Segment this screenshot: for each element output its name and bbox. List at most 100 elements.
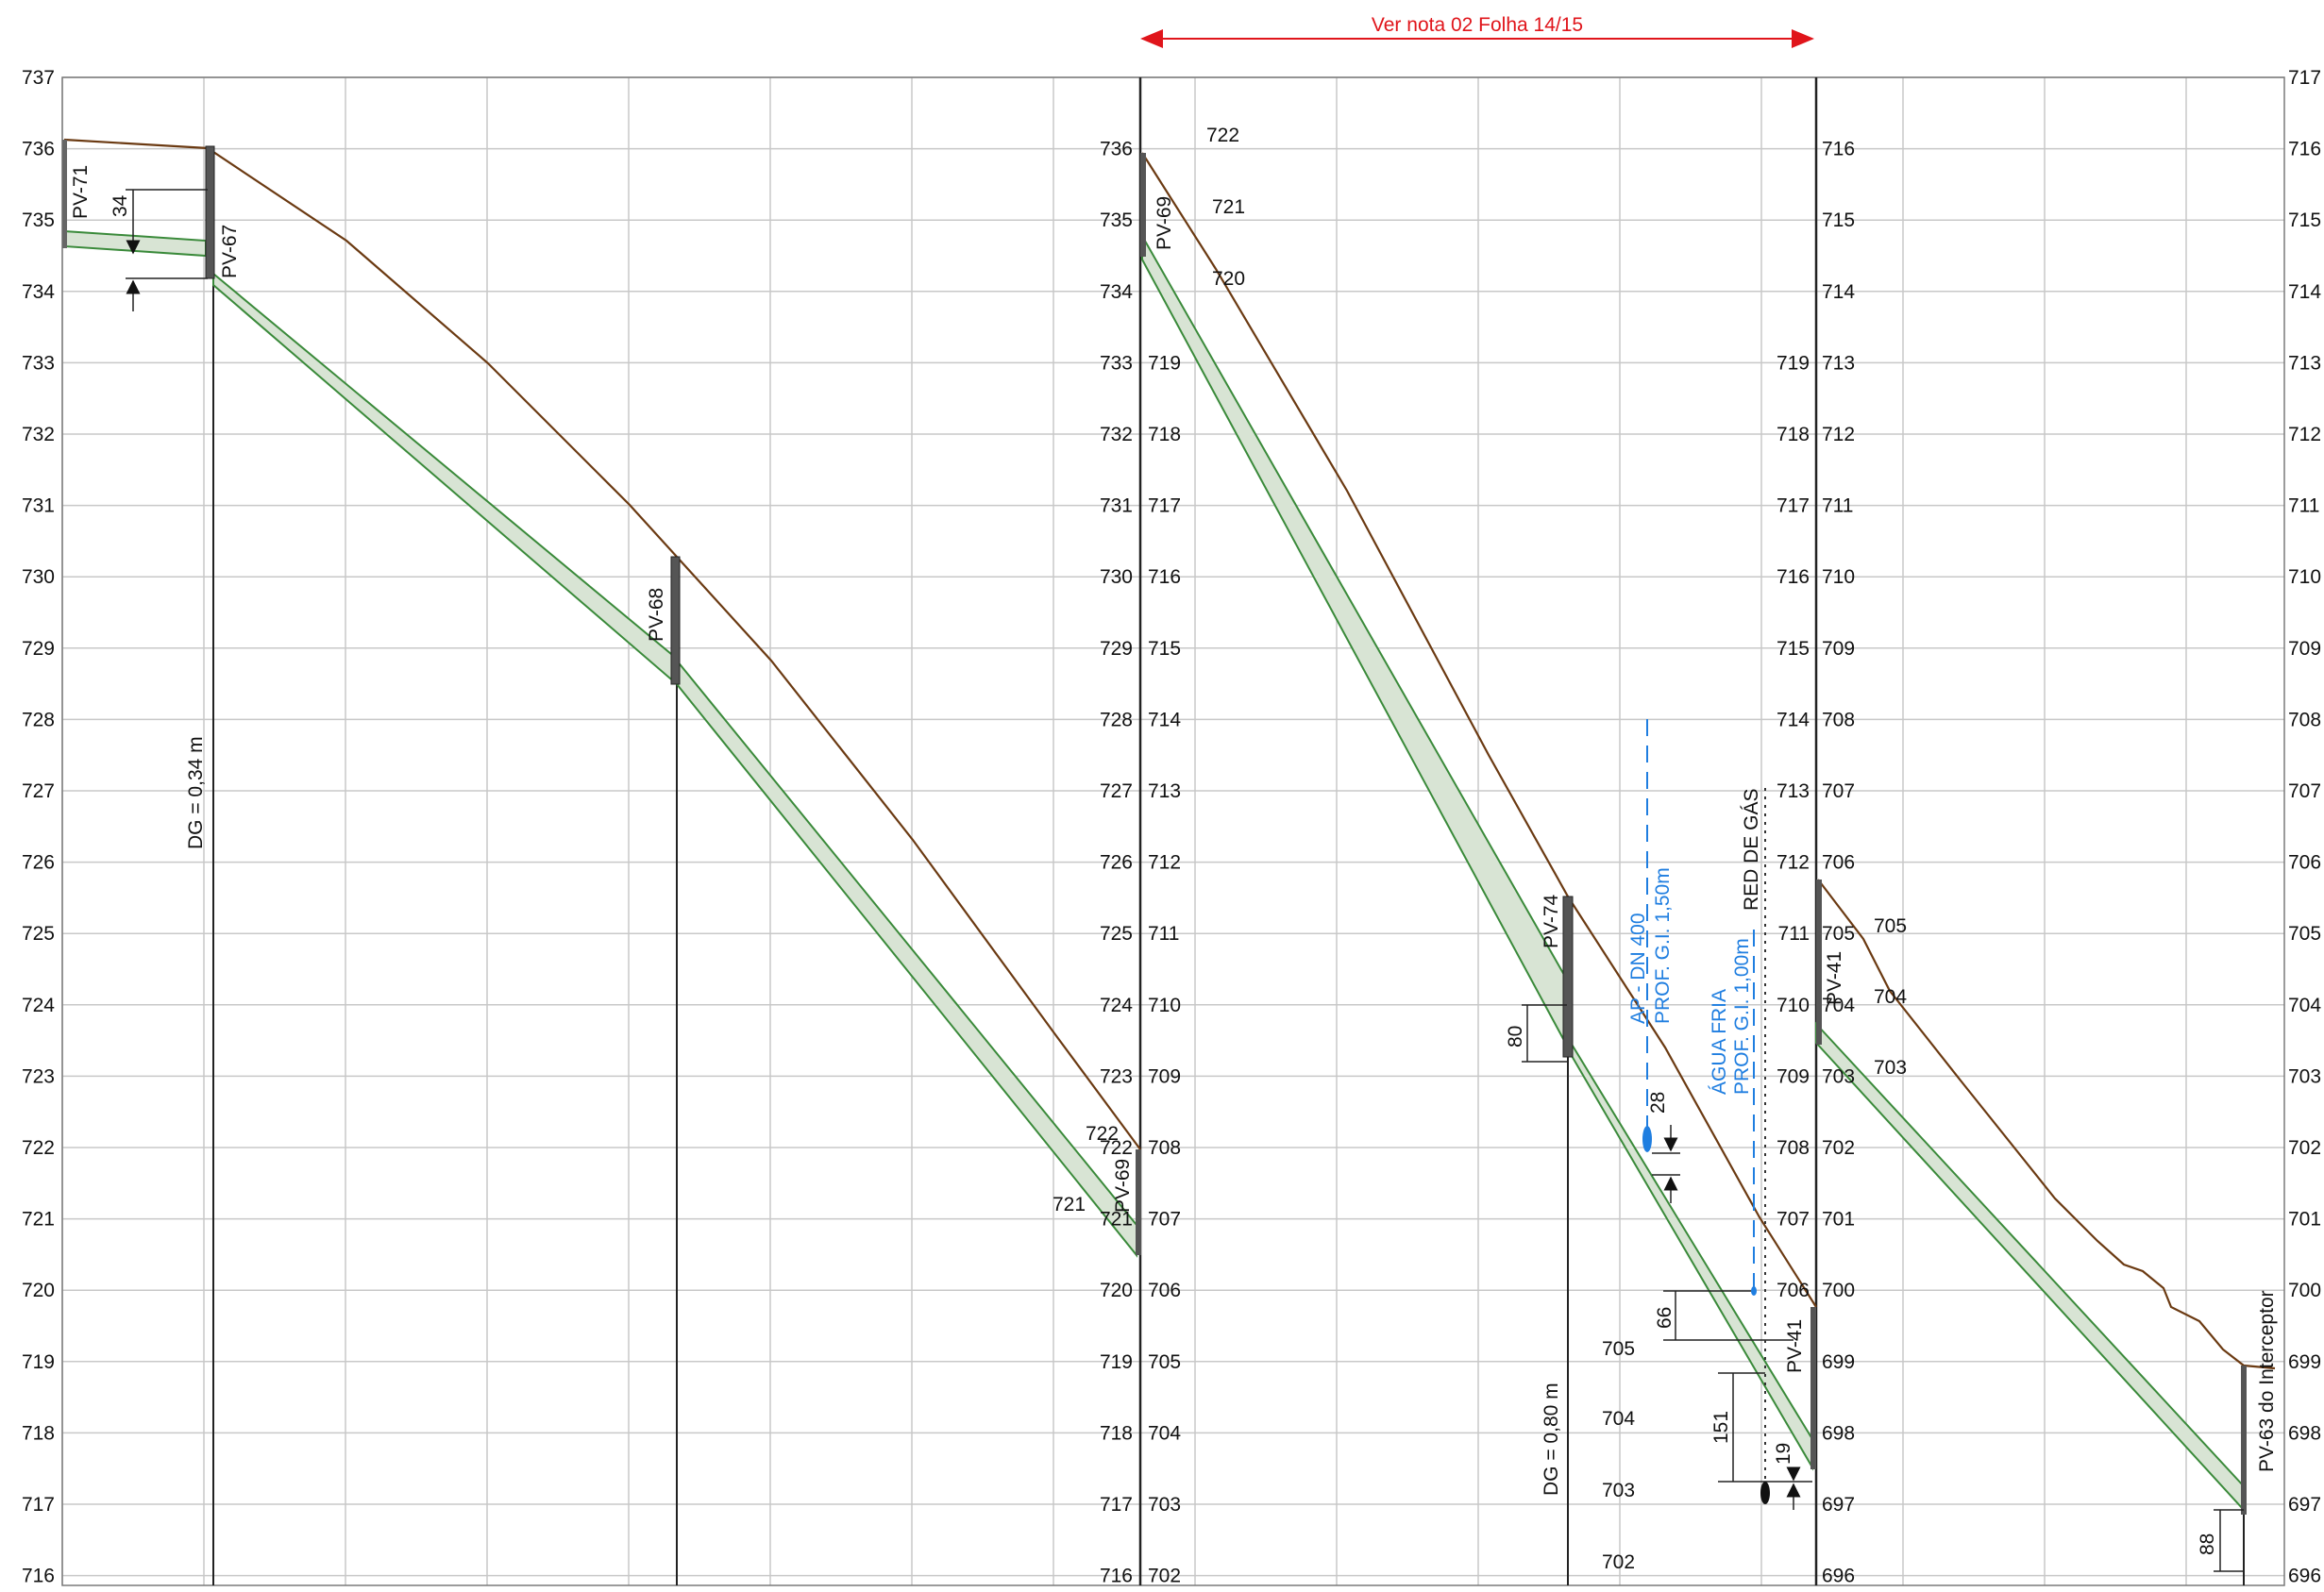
svg-text:151: 151 [1710, 1411, 1732, 1444]
elev-tick-label: 717 [22, 1494, 55, 1516]
elev-tick-label: 731 [1100, 495, 1133, 517]
manhole-label: PV-69 [1154, 196, 1175, 250]
elev-tick-label: 700 [1822, 1280, 1855, 1301]
elev-tick-label: 706 [2288, 852, 2321, 874]
elev-tick-label: 725 [1100, 923, 1133, 945]
elev-tick-label: 696 [2288, 1566, 2321, 1587]
elev-tick-label: 719 [1148, 352, 1181, 374]
elev-tick-label: 716 [1777, 566, 1810, 588]
elev-tick-label: 704 [1822, 995, 1855, 1016]
elev-tick-label: 734 [22, 281, 55, 303]
elev-tick-label: 717 [1100, 1494, 1133, 1516]
elev-tick-label: 718 [22, 1422, 55, 1444]
elev-label: 702 [1602, 1551, 1635, 1573]
elev-tick-label: 707 [1777, 1209, 1810, 1231]
note-text: Ver nota 02 Folha 14/15 [1372, 14, 1583, 36]
elev-tick-label: 705 [1148, 1351, 1181, 1373]
elev-tick-label: 726 [22, 852, 55, 874]
drop-label: DG = 0,80 m [1541, 1383, 1562, 1496]
elev-tick-label: 714 [1148, 709, 1181, 730]
elev-tick-label: 714 [1822, 281, 1855, 303]
elev-tick-label: 727 [1100, 780, 1133, 802]
drop-label: DG = 0,34 m [185, 736, 207, 849]
elev-tick-label: 703 [1148, 1494, 1181, 1516]
manhole-label: PV-71 [70, 165, 92, 219]
elev-tick-label: 726 [1100, 852, 1133, 874]
dimension-19: 19 [1765, 1443, 1812, 1510]
agua-label-2: PROF. G.I. 1,00m [1731, 938, 1753, 1095]
manhole-label: PV-68 [646, 588, 667, 642]
manhole-bar [2241, 1366, 2247, 1515]
elev-tick-label: 727 [22, 780, 55, 802]
elev-tick-label: 705 [1822, 923, 1855, 945]
elev-tick-label: 730 [22, 566, 55, 588]
elev-tick-label: 718 [1148, 424, 1181, 445]
elev-tick-label: 710 [1777, 995, 1810, 1016]
svg-text:19: 19 [1773, 1443, 1794, 1465]
elev-tick-label: 706 [1148, 1280, 1181, 1301]
manhole-label: PV-74 [1541, 894, 1562, 948]
elev-label: 720 [1212, 268, 1245, 290]
elev-label: 722 [1206, 125, 1239, 146]
elev-tick-label: 737 [22, 67, 55, 89]
elev-tick-label: 700 [2288, 1280, 2321, 1301]
elev-tick-label: 707 [1148, 1209, 1181, 1231]
elev-label: 722 [1086, 1123, 1119, 1145]
manhole-label: PV-41 [1784, 1319, 1806, 1373]
dimension-80: 80 [1505, 1004, 1567, 1063]
elev-tick-label: 717 [1777, 495, 1810, 517]
elev-tick-label: 712 [2288, 424, 2321, 445]
elev-tick-label: 711 [1822, 495, 1853, 517]
elev-tick-label: 721 [1100, 1209, 1133, 1231]
elev-tick-label: 713 [1822, 352, 1855, 374]
ap-label-1: AP - DN 400 [1627, 913, 1649, 1025]
elev-tick-label: 702 [1148, 1566, 1181, 1587]
elev-label: 704 [1602, 1408, 1635, 1430]
pipe-segment [212, 271, 678, 687]
elev-tick-label: 706 [1777, 1280, 1810, 1301]
elev-tick-label: 706 [1822, 852, 1855, 874]
ap-label-2: PROF. G.I. 1,50m [1652, 867, 1674, 1024]
manhole-label: PV-41 [1824, 951, 1845, 1005]
elev-tick-label: 731 [22, 495, 55, 517]
agua-label-1: ÁGUA FRIA [1709, 989, 1730, 1095]
elev-tick-label: 719 [1777, 352, 1810, 374]
terrain-profile [63, 138, 2276, 1370]
gas-pipe-section [1760, 1482, 1770, 1504]
elev-tick-label: 704 [1148, 1422, 1181, 1444]
elev-tick-label: 711 [2288, 495, 2319, 517]
manhole-label: PV-63 do Interceptor [2256, 1290, 2278, 1472]
elev-tick-label: 698 [2288, 1422, 2321, 1444]
elev-tick-label: 728 [1100, 709, 1133, 730]
elev-tick-label: 702 [1822, 1137, 1855, 1159]
elev-tick-label: 715 [1822, 209, 1855, 231]
elev-tick-label: 725 [22, 923, 55, 945]
manhole-bar [1136, 1149, 1141, 1255]
elev-tick-label: 709 [1822, 638, 1855, 660]
elev-tick-label: 716 [1100, 1566, 1133, 1587]
left-elevation-axis: 737 736 735 734 733 732 731 730 729 728 727 726 725 7… [22, 67, 55, 1587]
elev-tick-label: 716 [22, 1566, 55, 1587]
elev-label: 705 [1602, 1338, 1635, 1360]
elev-tick-label: 720 [1100, 1280, 1133, 1301]
manhole-label: PV-67 [219, 225, 241, 278]
elev-tick-label: 719 [1100, 1351, 1133, 1373]
elev-tick-label: 710 [1148, 995, 1181, 1016]
elev-tick-label: 714 [1777, 709, 1810, 730]
section2-right-axis: 719 718 717 716 715 714 713 712 711 710 709 708 707 7… [1148, 352, 1181, 1586]
elev-tick-label: 733 [22, 352, 55, 374]
elev-tick-label: 713 [2288, 352, 2321, 374]
svg-text:66: 66 [1654, 1307, 1676, 1329]
elev-tick-label: 735 [22, 209, 55, 231]
elev-tick-label: 724 [1100, 995, 1133, 1016]
elev-tick-label: 716 [2288, 139, 2321, 160]
svg-text:34: 34 [109, 194, 131, 217]
elev-label: 703 [1874, 1057, 1907, 1079]
elev-tick-label: 713 [1777, 780, 1810, 802]
elev-tick-label: 703 [2288, 1065, 2321, 1087]
elev-tick-label: 734 [1100, 281, 1133, 303]
elev-tick-label: 708 [1148, 1137, 1181, 1159]
elev-tick-label: 696 [1822, 1566, 1855, 1587]
plot-frame [61, 76, 2285, 1586]
elev-tick-label: 722 [1100, 1137, 1133, 1159]
